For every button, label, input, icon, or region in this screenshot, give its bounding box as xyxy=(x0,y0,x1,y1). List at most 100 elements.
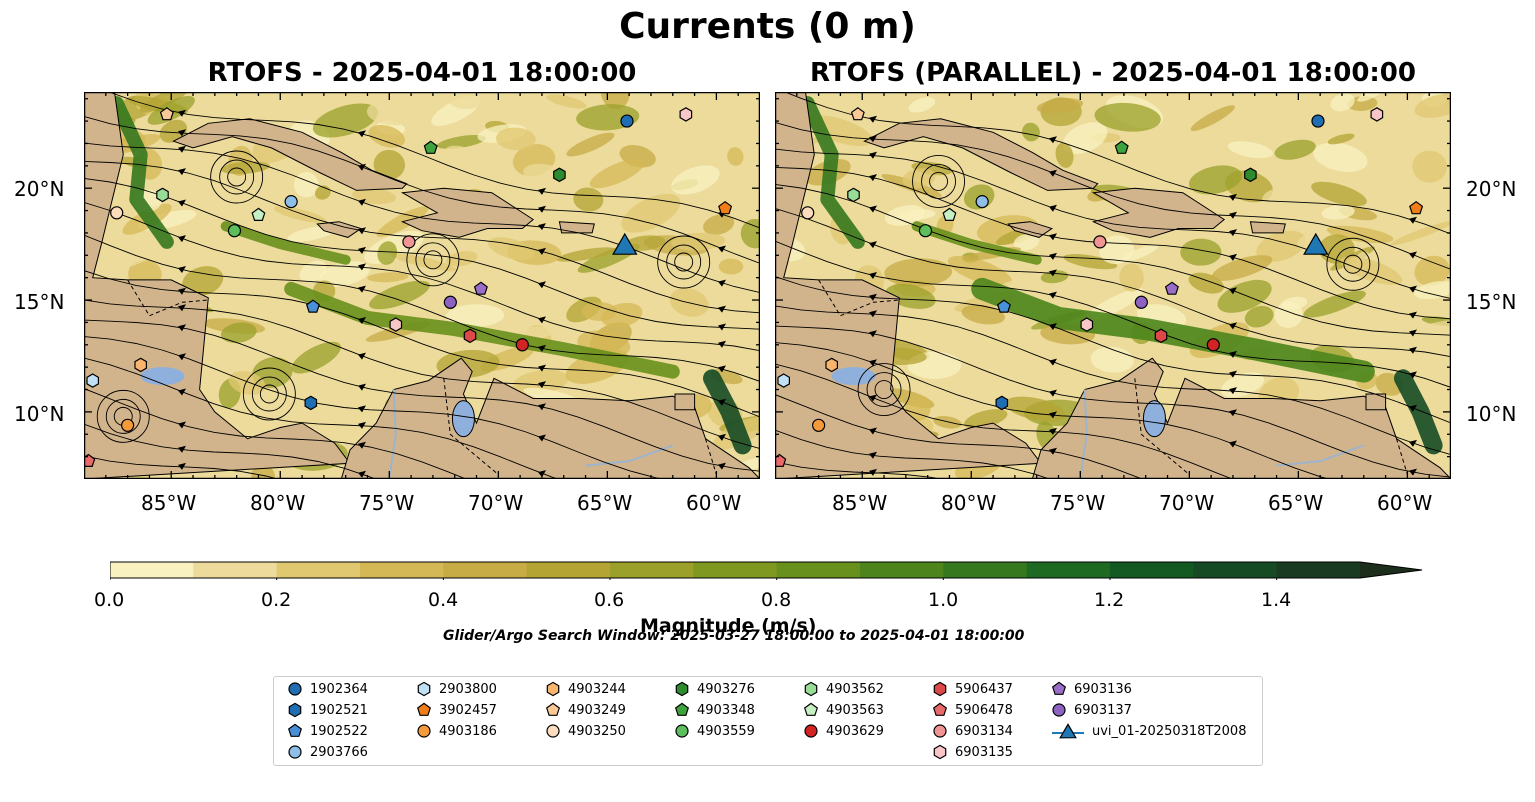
streamline-arrow xyxy=(538,344,546,352)
streamline xyxy=(84,177,760,330)
lake-nicaragua xyxy=(831,367,876,386)
streamline-arrow xyxy=(358,163,366,171)
pentagon-marker-icon xyxy=(546,702,560,716)
streamline-arrow xyxy=(358,317,366,324)
eddy-streamline xyxy=(874,380,894,399)
float-marker-1902522 xyxy=(305,299,320,313)
float-marker-1902522 xyxy=(996,299,1011,313)
streamline-arrow xyxy=(538,381,546,389)
map-panel-rtofs-parallel xyxy=(775,92,1451,479)
lat-tick-15n: 15°N xyxy=(14,290,65,314)
streamline xyxy=(775,207,1451,358)
legend-marker xyxy=(933,702,947,716)
panel-title-rtofs-parallel: RTOFS (PARALLEL) - 2025-04-01 18:00:00 xyxy=(810,58,1416,88)
legend-marker xyxy=(933,724,947,738)
float-marker-5906437 xyxy=(1154,328,1168,344)
float-marker-3902457 xyxy=(718,200,733,215)
lon-tick-70w: 70°W xyxy=(1159,491,1215,515)
legend-entry: 4903348 xyxy=(675,702,755,718)
float-marker-6903135 xyxy=(1080,317,1094,332)
streamline-arrow xyxy=(1229,229,1237,237)
legend-marker xyxy=(933,744,947,760)
colorbar-tick: 0.4 xyxy=(428,589,459,611)
colorbar-tick: 1.2 xyxy=(1094,589,1125,611)
river xyxy=(1276,444,1365,467)
legend-marker xyxy=(1059,723,1077,739)
map-panel-rtofs xyxy=(84,92,760,479)
float-marker-1902521 xyxy=(304,395,318,411)
streamline xyxy=(783,92,1451,235)
land-trinidad xyxy=(674,393,696,411)
legend-marker xyxy=(546,702,560,716)
search-window-text: Glider/Argo Search Window: 2025-03-27 18… xyxy=(443,628,1025,644)
eddy-streamline xyxy=(242,367,296,421)
streamline-arrow xyxy=(1049,136,1057,144)
float-marker-4903250 xyxy=(110,206,124,220)
float-marker-4903276 xyxy=(553,167,566,183)
lat-tick-10n: 10°N xyxy=(1466,402,1517,426)
land-cuba xyxy=(863,118,1099,191)
eddy-streamline xyxy=(666,244,702,280)
streamline-arrow xyxy=(178,324,186,332)
float-marker-6903135 xyxy=(679,107,693,122)
float-marker-4903563 xyxy=(251,207,266,221)
float-marker-2903800 xyxy=(777,373,790,388)
legend-marker xyxy=(417,702,431,716)
streamline-arrow xyxy=(178,266,186,273)
eddy-streamline xyxy=(857,363,911,416)
colorbar xyxy=(110,561,1423,580)
float-marker-3902457 xyxy=(1409,200,1424,215)
streamline xyxy=(775,363,1234,479)
streamline-arrow xyxy=(718,365,726,373)
pentagon-marker-icon xyxy=(675,702,689,716)
float-marker-6903137 xyxy=(1134,295,1148,309)
streamline-arrow xyxy=(178,199,186,207)
hexagon-marker-icon xyxy=(675,681,689,697)
legend-label: 6903135 xyxy=(955,744,1013,760)
legend-entry: 4903629 xyxy=(804,723,884,739)
strong-current-band xyxy=(109,96,174,249)
streamline xyxy=(84,357,560,479)
streamline-arrow xyxy=(358,383,366,391)
hexagon-marker-icon xyxy=(933,681,947,697)
colorbar-segment xyxy=(1110,562,1194,578)
float-marker-4903629 xyxy=(1206,338,1220,352)
legend-label: 4903629 xyxy=(826,723,884,739)
streamline xyxy=(775,429,1051,479)
lake-maracaibo xyxy=(1142,400,1166,438)
strong-current-band xyxy=(284,281,680,379)
streamline-arrow xyxy=(358,352,366,360)
lon-tick-75w: 75°W xyxy=(1050,491,1106,515)
legend-entry: 4903562 xyxy=(804,681,884,697)
legend-label: 4903348 xyxy=(697,702,755,718)
lon-tick-85w: 85°W xyxy=(832,491,888,515)
legend-marker xyxy=(546,681,560,697)
streamline-arrow xyxy=(178,445,186,453)
circle-marker-icon xyxy=(417,724,431,738)
streamline-arrow xyxy=(358,198,366,206)
streamline xyxy=(775,276,1451,424)
eddy-streamline xyxy=(1343,254,1363,274)
streamline-arrow xyxy=(1049,427,1057,435)
streamline-arrow xyxy=(538,247,546,255)
streamline-arrow xyxy=(718,433,726,441)
country-border xyxy=(443,378,499,475)
land-jamaica xyxy=(1007,221,1054,238)
eddy-streamline xyxy=(866,372,902,407)
streamline-arrow xyxy=(538,470,546,478)
streamline-arrow xyxy=(538,187,546,195)
strong-current-band xyxy=(1394,369,1443,455)
float-marker-4903562 xyxy=(156,187,169,203)
streamline-arrow xyxy=(718,245,726,253)
legend-label: 1902364 xyxy=(310,681,368,697)
streamline xyxy=(775,183,1451,336)
lat-tick-20n: 20°N xyxy=(1466,177,1517,201)
streamline-arrow xyxy=(1409,216,1417,224)
streamline-arrow xyxy=(869,174,877,182)
streamline-arrow xyxy=(1229,253,1237,261)
streamline-arrow xyxy=(869,427,877,435)
streamline-arrow xyxy=(718,340,726,348)
float-marker-6903134 xyxy=(402,235,416,249)
streamline-arrow xyxy=(1049,411,1057,419)
float-marker-4903559 xyxy=(227,224,242,238)
